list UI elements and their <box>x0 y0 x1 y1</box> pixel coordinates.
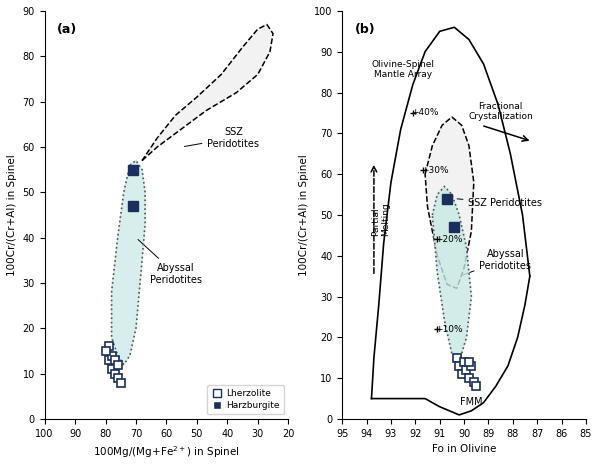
Text: Olivine-Spinel
Mantle Array: Olivine-Spinel Mantle Array <box>371 60 435 79</box>
Polygon shape <box>111 161 145 365</box>
X-axis label: Fo in Olivine: Fo in Olivine <box>432 444 496 454</box>
Text: Abyssal
Peridotites: Abyssal Peridotites <box>462 249 531 275</box>
Text: (b): (b) <box>355 23 375 36</box>
X-axis label: 100Mg/(Mg+Fe$^{2+}$) in Spinel: 100Mg/(Mg+Fe$^{2+}$) in Spinel <box>93 444 240 460</box>
Text: Fractional
Crystallization: Fractional Crystallization <box>468 102 533 121</box>
Text: +20%: +20% <box>435 235 463 244</box>
Text: SSZ Peridotites: SSZ Peridotites <box>457 198 543 208</box>
Text: Abyssal
Peridotites: Abyssal Peridotites <box>138 240 201 285</box>
Polygon shape <box>432 186 471 362</box>
Polygon shape <box>425 117 474 289</box>
Text: (a): (a) <box>57 23 77 36</box>
Y-axis label: 100Cr/(Cr+Al) in Spinel: 100Cr/(Cr+Al) in Spinel <box>7 154 17 276</box>
Y-axis label: 100Cr/(Cr+Al) in Spinel: 100Cr/(Cr+Al) in Spinel <box>298 154 308 276</box>
Legend: Lherzolite, Harzburgite: Lherzolite, Harzburgite <box>207 385 284 415</box>
Text: +40%: +40% <box>411 108 438 118</box>
Text: +30%: +30% <box>421 166 449 175</box>
Text: Partial
Melting: Partial Melting <box>371 202 391 236</box>
Text: SSZ
Peridotites: SSZ Peridotites <box>184 127 259 149</box>
Text: FMM: FMM <box>460 397 483 407</box>
Text: +10%: +10% <box>435 325 463 334</box>
Polygon shape <box>142 25 273 161</box>
